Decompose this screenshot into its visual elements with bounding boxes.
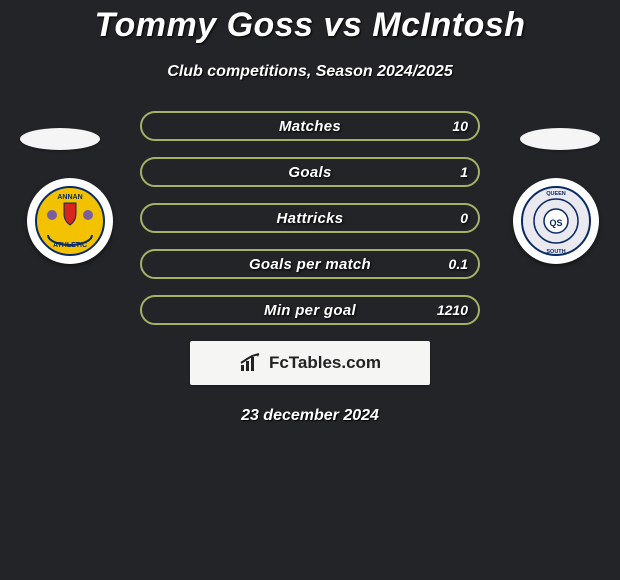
stat-label: Goals [288, 164, 331, 181]
queen-of-south-badge-icon: QS QUEEN SOUTH [520, 185, 592, 257]
chart-icon [239, 353, 263, 373]
svg-text:ANNAN: ANNAN [57, 194, 82, 201]
team-badge-left: ANNAN ATHLETIC [27, 178, 113, 264]
stat-bar-hattricks: Hattricks 0 [140, 203, 480, 233]
stat-bar-matches: Matches 10 [140, 111, 480, 141]
player-right-oval [520, 128, 600, 150]
stat-label: Hattricks [277, 210, 344, 227]
team-badge-right: QS QUEEN SOUTH [513, 178, 599, 264]
stat-right-value: 1 [460, 164, 468, 180]
brand-label: FcTables.com [269, 353, 381, 373]
stat-right-value: 0.1 [449, 256, 468, 272]
svg-text:QUEEN: QUEEN [546, 191, 566, 197]
stat-label: Matches [279, 118, 341, 135]
page-title: Tommy Goss vs McIntosh [0, 0, 620, 45]
stat-right-value: 0 [460, 210, 468, 226]
stat-right-value: 1210 [437, 302, 468, 318]
annan-athletic-badge-icon: ANNAN ATHLETIC [34, 185, 106, 257]
stat-bar-goals: Goals 1 [140, 157, 480, 187]
stats-bars: Matches 10 Goals 1 Hattricks 0 Goals per… [140, 111, 480, 325]
player-left-oval [20, 128, 100, 150]
stat-label: Goals per match [249, 256, 371, 273]
stat-label: Min per goal [264, 302, 356, 319]
stat-bar-goals-per-match: Goals per match 0.1 [140, 249, 480, 279]
date-label: 23 december 2024 [0, 407, 620, 425]
svg-text:ATHLETIC: ATHLETIC [53, 242, 87, 249]
stat-bar-min-per-goal: Min per goal 1210 [140, 295, 480, 325]
svg-text:QS: QS [549, 218, 562, 228]
svg-text:SOUTH: SOUTH [546, 249, 565, 255]
subtitle: Club competitions, Season 2024/2025 [0, 63, 620, 81]
brand-box[interactable]: FcTables.com [190, 341, 430, 385]
stat-right-value: 10 [452, 118, 468, 134]
